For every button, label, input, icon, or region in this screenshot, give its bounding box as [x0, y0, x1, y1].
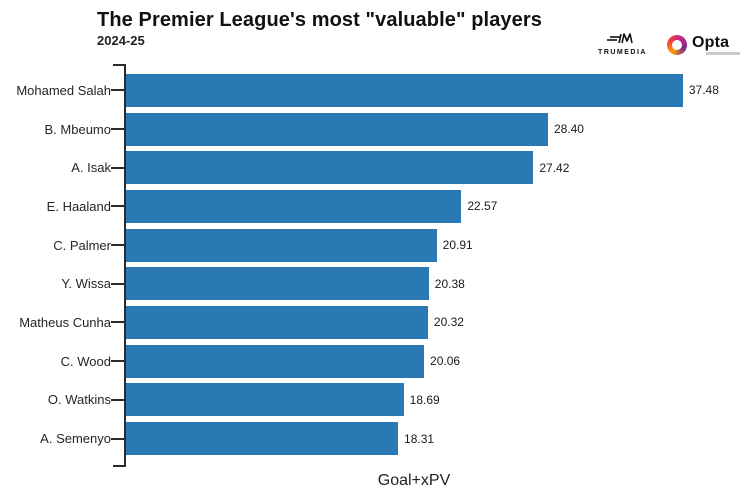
- y-tick-icon: [111, 89, 124, 92]
- value-label: 28.40: [553, 122, 584, 137]
- y-axis-line: [113, 64, 126, 467]
- player-label: A. Semenyo: [40, 431, 111, 447]
- bar-area: 27.42: [126, 148, 750, 187]
- value-bar: [126, 112, 548, 146]
- bar-row: C. Wood 20.06: [0, 342, 750, 381]
- value-label: 20.06: [430, 354, 461, 369]
- player-label: Y. Wissa: [61, 276, 111, 292]
- value-bar: [126, 344, 425, 378]
- y-tick-icon: [111, 360, 124, 363]
- bar-area: 22.57: [126, 187, 750, 226]
- value-bar: [126, 422, 399, 456]
- y-tick-icon: [111, 166, 124, 169]
- value-bar: [126, 383, 404, 417]
- bar-row: Y. Wissa 20.38: [0, 264, 750, 303]
- bar-area: 37.48: [126, 71, 750, 110]
- bar-row: Mohamed Salah 37.48: [0, 71, 750, 110]
- player-label: E. Haaland: [46, 198, 111, 214]
- value-label: 22.57: [467, 199, 498, 214]
- player-label: A. Isak: [71, 160, 111, 176]
- bar-area: 20.38: [126, 264, 750, 303]
- bar-area: 28.40: [126, 110, 750, 149]
- opta-subline: [706, 51, 740, 55]
- bar-chart: Mohamed Salah 37.48 B. Mbeumo 28.40 A. I…: [0, 64, 750, 467]
- value-label: 27.42: [539, 160, 570, 175]
- chart-title: The Premier League's most "valuable" pla…: [97, 9, 542, 31]
- bar-area: 20.06: [126, 342, 750, 381]
- player-label: Mohamed Salah: [16, 82, 111, 98]
- bar-row: Matheus Cunha 20.32: [0, 303, 750, 342]
- y-tick-icon: [111, 282, 124, 285]
- bar-area: 20.91: [126, 226, 750, 265]
- bar-row: A. Isak 27.42: [0, 148, 750, 187]
- player-label: C. Wood: [60, 353, 111, 369]
- value-label: 18.69: [409, 392, 440, 407]
- value-bar: [126, 228, 437, 262]
- opta-ring-icon: [667, 34, 687, 55]
- bar-row: E. Haaland 22.57: [0, 187, 750, 226]
- value-bar: [126, 73, 683, 107]
- logo-group: TRUMEDIA Opta: [598, 33, 740, 56]
- bar-area: 18.31: [126, 419, 750, 458]
- player-label: B. Mbeumo: [44, 121, 111, 137]
- bar-row: B. Mbeumo 28.40: [0, 110, 750, 149]
- value-label: 20.38: [434, 276, 465, 291]
- y-tick-icon: [111, 321, 124, 324]
- value-bar: [126, 267, 429, 301]
- bar-rows: Mohamed Salah 37.48 B. Mbeumo 28.40 A. I…: [0, 71, 750, 458]
- x-axis-label: Goal+xPV: [377, 471, 451, 489]
- bar-row: O. Watkins 18.69: [0, 381, 750, 420]
- player-label: C. Palmer: [53, 237, 111, 253]
- value-label: 18.31: [404, 431, 435, 446]
- value-label: 20.32: [433, 315, 464, 330]
- value-label: 37.48: [688, 83, 719, 98]
- bar-area: 18.69: [126, 381, 750, 420]
- y-tick-icon: [111, 205, 124, 208]
- bar-row: C. Palmer 20.91: [0, 226, 750, 265]
- player-label: Matheus Cunha: [19, 314, 111, 330]
- y-tick-icon: [111, 398, 124, 401]
- trumedia-label: TRUMEDIA: [598, 49, 647, 56]
- y-tick-icon: [111, 244, 124, 247]
- value-label: 20.91: [442, 238, 473, 253]
- chart-header: The Premier League's most "valuable" pla…: [0, 0, 750, 56]
- y-tick-icon: [111, 437, 124, 440]
- y-tick-icon: [111, 128, 124, 131]
- value-bar: [126, 189, 462, 223]
- chart-subtitle: 2024-25: [97, 33, 145, 48]
- trumedia-logo: TRUMEDIA: [598, 33, 647, 56]
- opta-logo: Opta: [667, 33, 740, 55]
- opta-label: Opta: [692, 33, 730, 51]
- trumedia-logo-icon: [606, 33, 633, 44]
- bar-row: A. Semenyo 18.31: [0, 419, 750, 458]
- value-bar: [126, 305, 428, 339]
- player-label: O. Watkins: [47, 392, 111, 408]
- bar-area: 20.32: [126, 303, 750, 342]
- value-bar: [126, 151, 534, 185]
- opta-wordmark: Opta: [692, 33, 740, 55]
